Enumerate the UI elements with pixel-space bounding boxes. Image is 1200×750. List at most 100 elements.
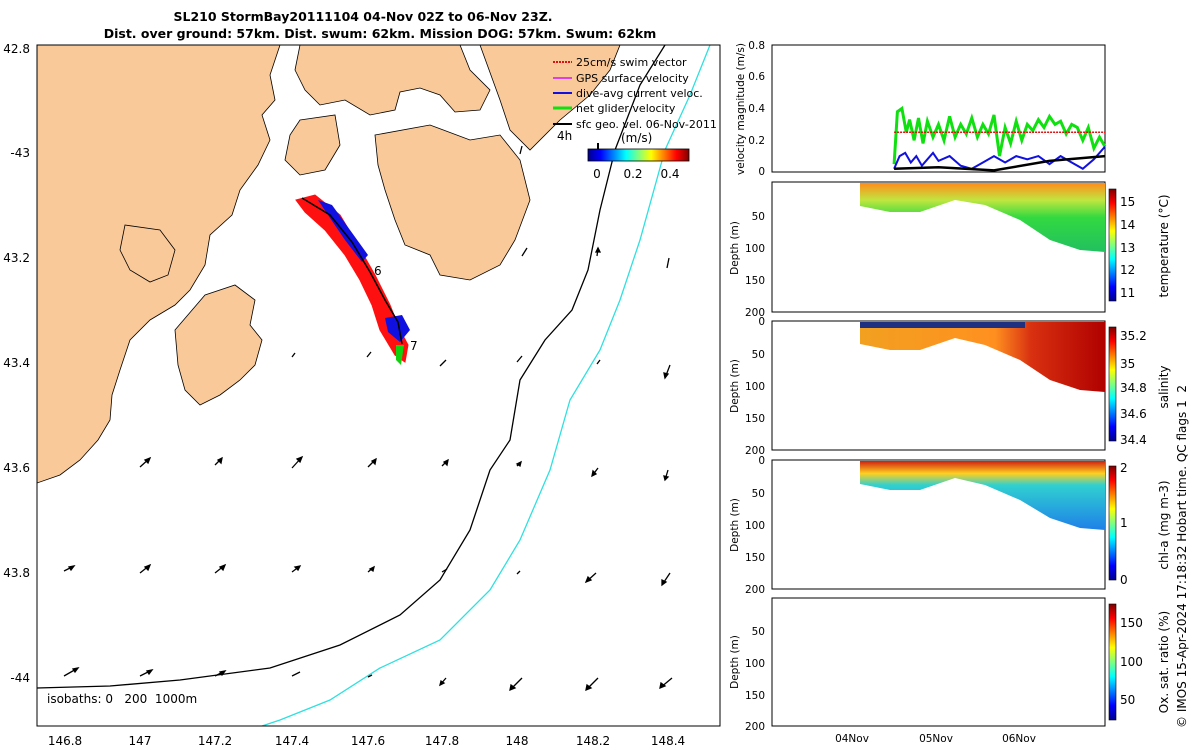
figure-title-line2: Dist. over ground: 57km. Dist. swum: 62k… bbox=[104, 26, 657, 41]
salinity-ytick: 200 bbox=[745, 445, 765, 457]
salinity-panel: Depth (m) 0 50 100 150 200 35.2 35 34.8 … bbox=[729, 316, 1171, 457]
arrow bbox=[441, 568, 448, 573]
legend-label-swim: 25cm/s swim vector bbox=[576, 56, 687, 69]
salinity-ytick: 100 bbox=[745, 381, 765, 393]
oxygen-cbar-tick: 150 bbox=[1120, 616, 1143, 630]
oxygen-cbar-label: Ox. sat. ratio (%) bbox=[1157, 611, 1171, 713]
credit-line: © IMOS 15-Apr-2024 17:18:32 Hobart time.… bbox=[1175, 385, 1189, 728]
map-y-tick: 43.2 bbox=[3, 251, 30, 265]
map-legend: 25cm/s swim vector GPS surface velocity … bbox=[553, 56, 717, 181]
map-y-tick: 43.8 bbox=[3, 566, 30, 580]
glider-track-green-end bbox=[396, 345, 404, 365]
map-x-tick: 148.2 bbox=[576, 734, 610, 748]
map-y-tick: 43.6 bbox=[3, 461, 30, 475]
temperature-cbar-tick: 11 bbox=[1120, 286, 1135, 300]
arrow bbox=[666, 257, 670, 269]
map-colorbar bbox=[587, 148, 690, 162]
time-axis-tick: 05Nov bbox=[919, 733, 953, 745]
map-colorbar-label: (m/s) bbox=[621, 131, 652, 145]
map-x-tick: 146.8 bbox=[48, 734, 82, 748]
map-x-tick: 147.8 bbox=[425, 734, 459, 748]
legend-time-label: 4h bbox=[557, 129, 572, 143]
map-x-ticks: 146.8 147 147.2 147.4 147.6 147.8 148 14… bbox=[48, 734, 685, 748]
temperature-cbar-tick: 13 bbox=[1120, 241, 1135, 255]
velocity-ytick: 0.6 bbox=[748, 71, 765, 83]
arrow bbox=[366, 351, 372, 358]
land-ne-coast bbox=[479, 45, 621, 151]
velocity-series bbox=[892, 105, 1107, 172]
isobaths-note: isobaths: 0 200 1000m bbox=[47, 692, 197, 706]
map-y-ticks: 42.8 -43 43.2 43.4 43.6 43.8 -44 bbox=[3, 42, 30, 685]
map-x-tick: 147.4 bbox=[275, 734, 309, 748]
chlorophyll-panel: Depth (m) 0 50 100 150 200 2 1 0 chl-a (… bbox=[729, 455, 1171, 596]
temperature-cbar-tick: 15 bbox=[1120, 195, 1135, 209]
map-y-tick: -44 bbox=[10, 671, 30, 685]
map-y-tick: 42.8 bbox=[3, 42, 30, 56]
velocity-ytick: 0.2 bbox=[748, 135, 765, 147]
legend-label-sfc: sfc geo. vel. 06-Nov-2011 bbox=[576, 118, 717, 131]
temperature-panel: Depth (m) 50 100 150 200 15 14 13 12 11 … bbox=[729, 181, 1171, 319]
land-tasman-peninsula bbox=[374, 124, 531, 281]
oxygen-ytick: 100 bbox=[745, 658, 765, 670]
chlorophyll-cbar-label: chl-a (mg m-3) bbox=[1157, 480, 1171, 569]
oxygen-axes bbox=[771, 597, 1106, 727]
arrow bbox=[439, 359, 447, 367]
arrow bbox=[521, 247, 528, 257]
velocity-ytick: 0.8 bbox=[748, 40, 765, 52]
arrow bbox=[596, 359, 601, 365]
map-y-tick: -43 bbox=[10, 146, 30, 160]
figure-title-line1: SL210 StormBay20111104 04-Nov 02Z to 06-… bbox=[173, 9, 552, 24]
arrow bbox=[516, 570, 521, 575]
oxygen-ylabel: Depth (m) bbox=[729, 635, 741, 689]
oxygen-ytick: 50 bbox=[752, 626, 765, 638]
temperature-ytick: 100 bbox=[745, 243, 765, 255]
map-colorbar-tick-0: 0 bbox=[593, 167, 601, 181]
chlorophyll-ytick: 0 bbox=[758, 455, 765, 467]
map-colorbar-tick-2: 0.4 bbox=[660, 167, 679, 181]
legend-label-gps: GPS surface velocity bbox=[576, 72, 689, 85]
map-x-tick: 148 bbox=[506, 734, 529, 748]
isobath-1000m bbox=[261, 45, 711, 726]
waypoint-label-6: 6 bbox=[374, 264, 382, 278]
temperature-cbar-tick: 12 bbox=[1120, 263, 1135, 277]
temperature-ytick: 200 bbox=[745, 307, 765, 319]
temperature-ylabel: Depth (m) bbox=[729, 221, 741, 275]
legend-label-net: net glider velocity bbox=[576, 102, 676, 115]
oxygen-cbar-tick: 50 bbox=[1120, 693, 1135, 707]
salinity-cbar-tick: 35.2 bbox=[1120, 329, 1147, 343]
salinity-ylabel: Depth (m) bbox=[729, 359, 741, 413]
chlorophyll-colorbar bbox=[1108, 465, 1117, 581]
temperature-cbar-label: temperature (°C) bbox=[1157, 195, 1171, 298]
salinity-ytick: 0 bbox=[758, 316, 765, 328]
land-south-peninsula bbox=[174, 284, 263, 406]
salinity-ytick: 50 bbox=[752, 349, 765, 361]
oxygen-ytick: 200 bbox=[745, 721, 765, 733]
map-x-tick: 148.4 bbox=[651, 734, 685, 748]
map-x-tick: 147 bbox=[129, 734, 152, 748]
temperature-ytick: 50 bbox=[752, 211, 765, 223]
land-peninsula-west bbox=[119, 224, 176, 283]
velocity-ylabel: velocity magnitude (m/s) bbox=[735, 43, 747, 175]
chlorophyll-ytick: 200 bbox=[745, 584, 765, 596]
temperature-colorbar bbox=[1108, 188, 1117, 302]
map-x-tick: 147.6 bbox=[351, 734, 385, 748]
chlorophyll-cbar-tick: 1 bbox=[1120, 516, 1128, 530]
velocity-series-line-0 bbox=[892, 105, 1107, 165]
legend-label-dive: dive-avg current veloc. bbox=[576, 87, 703, 100]
glider-track-line bbox=[301, 197, 403, 345]
salinity-ytick: 150 bbox=[745, 413, 765, 425]
sfc-velocity-arrows bbox=[63, 145, 673, 692]
temperature-section bbox=[860, 183, 1105, 252]
chlorophyll-ytick: 100 bbox=[745, 520, 765, 532]
isobath-200m bbox=[37, 45, 666, 689]
arrow bbox=[367, 674, 373, 678]
chlorophyll-cbar-tick: 2 bbox=[1120, 461, 1128, 475]
salinity-cbar-tick: 34.8 bbox=[1120, 381, 1147, 395]
time-axis-tick: 04Nov bbox=[835, 733, 869, 745]
oxygen-colorbar bbox=[1108, 603, 1117, 721]
salinity-cbar-tick: 35 bbox=[1120, 357, 1135, 371]
salinity-colorbar bbox=[1108, 326, 1117, 442]
velocity-ytick: 0 bbox=[758, 166, 765, 178]
salinity-cbar-tick: 34.6 bbox=[1120, 407, 1147, 421]
